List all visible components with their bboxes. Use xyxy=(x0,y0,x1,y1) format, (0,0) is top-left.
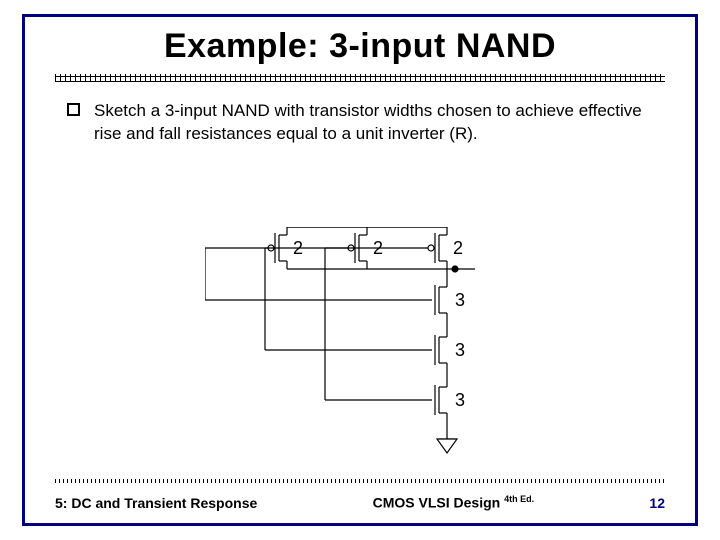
svg-text:3: 3 xyxy=(455,390,465,410)
svg-text:3: 3 xyxy=(455,340,465,360)
nand-circuit-diagram: 222333 xyxy=(205,227,565,487)
bullet-row: Sketch a 3-input NAND with transistor wi… xyxy=(67,100,653,146)
svg-text:3: 3 xyxy=(455,290,465,310)
slide-title: Example: 3-input NAND xyxy=(25,27,695,66)
bullet-text: Sketch a 3-input NAND with transistor wi… xyxy=(94,100,653,146)
svg-text:2: 2 xyxy=(453,238,463,258)
footer-left: 5: DC and Transient Response xyxy=(55,495,257,511)
footer: 5: DC and Transient Response CMOS VLSI D… xyxy=(55,494,665,511)
page-number: 12 xyxy=(649,495,665,511)
title-underline xyxy=(55,74,665,82)
slide-frame: Example: 3-input NAND Sketch a 3-input N… xyxy=(22,14,698,526)
square-bullet-icon xyxy=(67,103,80,116)
footer-rule xyxy=(55,479,665,483)
footer-center: CMOS VLSI Design 4th Ed. xyxy=(373,494,534,511)
